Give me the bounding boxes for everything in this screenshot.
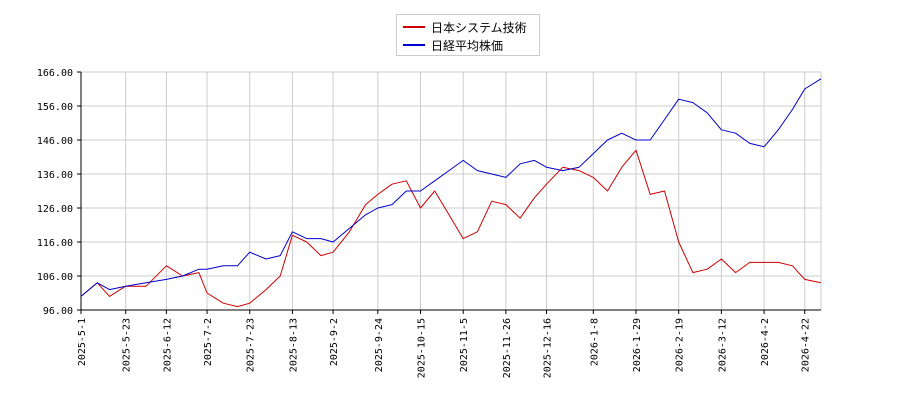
x-tick-label: 2025-11-5 [459,318,470,372]
x-tick-label: 2025-11-26 [502,318,513,378]
x-tick-label: 2025-9-2 [329,318,340,366]
y-axis: 96.00 106.00 116.00 126.00 136.00 146.00 156.0… [37,68,82,317]
y-tick-label: 136.00 [37,170,73,181]
x-axis: 2025-5-1 2025-5-23 2025-6-12 2025-7-2 2025-7… [77,309,821,378]
legend-swatch-series-1 [403,26,425,28]
legend-entry-series-1: 日本システム技術 [403,19,527,35]
y-tick-label: 106.00 [37,272,73,283]
series-layer [80,78,822,308]
x-tick-label: 2025-7-23 [246,318,257,372]
grid-lines [80,71,821,311]
legend-entry-series-2: 日経平均株価 [403,37,503,53]
x-tick-label: 2026-2-19 [675,318,686,372]
legend-label-series-1: 日本システム技術 [431,20,527,35]
y-tick-label: 116.00 [37,238,73,249]
x-tick-label: 2025-6-12 [162,318,173,372]
y-tick-label: 96.00 [43,306,73,317]
series-line-2 [80,78,822,297]
legend-label-series-2: 日経平均株価 [431,38,504,53]
x-tick-label: 2025-12-16 [543,318,554,378]
series-line-1 [80,149,822,308]
x-tick-label: 2026-4-22 [801,318,812,372]
y-tick-label: 126.00 [37,204,73,215]
x-tick-label: 2025-9-24 [374,318,385,372]
x-tick-label: 2026-4-2 [760,318,771,366]
legend: 日本システム技術 日経平均株価 [396,14,540,56]
x-tick-label: 2025-5-1 [77,318,88,366]
legend-swatch-series-2 [403,44,425,46]
x-tick-label: 2025-10-15 [417,318,428,378]
x-tick-label: 2025-5-23 [122,318,133,372]
y-tick-label: 146.00 [37,136,73,147]
x-tick-label: 2026-3-12 [717,318,728,372]
y-tick-label: 156.00 [37,102,73,113]
x-tick-label: 2025-8-13 [288,318,299,372]
y-tick-label: 166.00 [37,68,73,79]
x-tick-label: 2025-7-2 [203,318,214,366]
x-tick-label: 2026-1-29 [632,318,643,372]
x-tick-label: 2026-1-8 [589,318,600,366]
